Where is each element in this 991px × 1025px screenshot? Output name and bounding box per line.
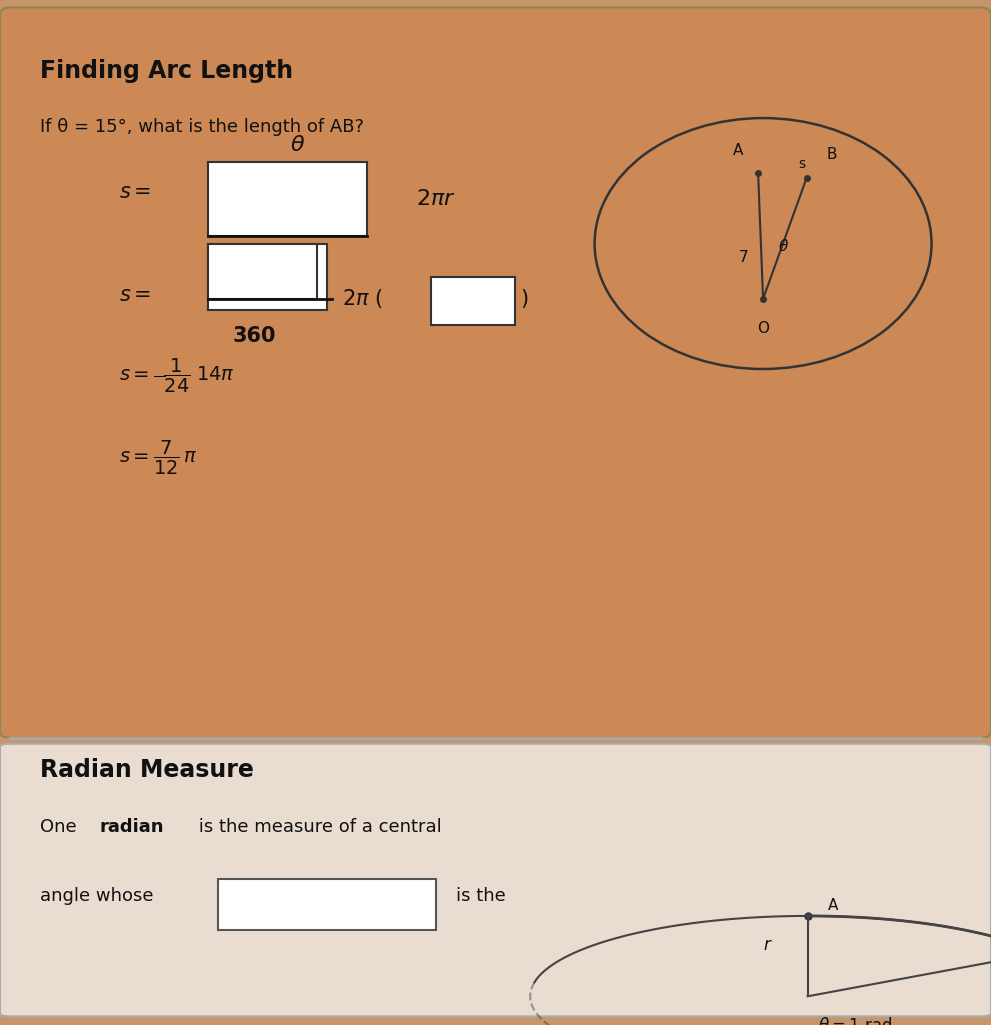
- Text: ): ): [520, 289, 528, 309]
- Text: $s = $: $s = $: [119, 285, 152, 305]
- Text: $\theta$: $\theta$: [289, 135, 305, 155]
- Text: O: O: [757, 321, 769, 336]
- Text: $\theta$: $\theta$: [778, 238, 789, 254]
- FancyBboxPatch shape: [208, 244, 327, 310]
- Text: is the measure of a central: is the measure of a central: [193, 818, 442, 836]
- Text: radian: radian: [99, 818, 164, 836]
- Text: 360: 360: [233, 326, 276, 345]
- Text: B: B: [826, 148, 836, 162]
- FancyBboxPatch shape: [431, 277, 515, 325]
- Text: $s = \overline{\;\;} \dfrac{1}{24} \; 14\pi$: $s = \overline{\;\;} \dfrac{1}{24} \; 14…: [119, 358, 235, 396]
- Text: Radian Measure: Radian Measure: [40, 758, 254, 782]
- Text: is the: is the: [456, 887, 505, 905]
- FancyBboxPatch shape: [208, 244, 317, 299]
- Text: If θ = 15°, what is the length of AB?: If θ = 15°, what is the length of AB?: [40, 118, 364, 136]
- Text: A: A: [827, 898, 837, 913]
- Text: $s = \dfrac{7}{12} \, \pi$: $s = \dfrac{7}{12} \, \pi$: [119, 439, 197, 477]
- Text: r: r: [763, 937, 770, 954]
- Text: Finding Arc Length: Finding Arc Length: [40, 59, 292, 83]
- Text: $2\pi$ (: $2\pi$ (: [342, 287, 383, 311]
- FancyBboxPatch shape: [0, 744, 991, 1017]
- Text: 7: 7: [738, 250, 748, 265]
- FancyBboxPatch shape: [208, 162, 367, 236]
- Text: A: A: [733, 142, 743, 158]
- FancyBboxPatch shape: [0, 7, 991, 738]
- Text: $s = $: $s = $: [119, 181, 152, 202]
- Text: s: s: [799, 157, 806, 171]
- Text: $\theta = 1$ rad.: $\theta = 1$ rad.: [818, 1017, 897, 1025]
- Text: One: One: [40, 818, 82, 836]
- Text: angle whose: angle whose: [40, 887, 154, 905]
- Text: $2\pi r$: $2\pi r$: [416, 190, 456, 209]
- FancyBboxPatch shape: [218, 878, 436, 931]
